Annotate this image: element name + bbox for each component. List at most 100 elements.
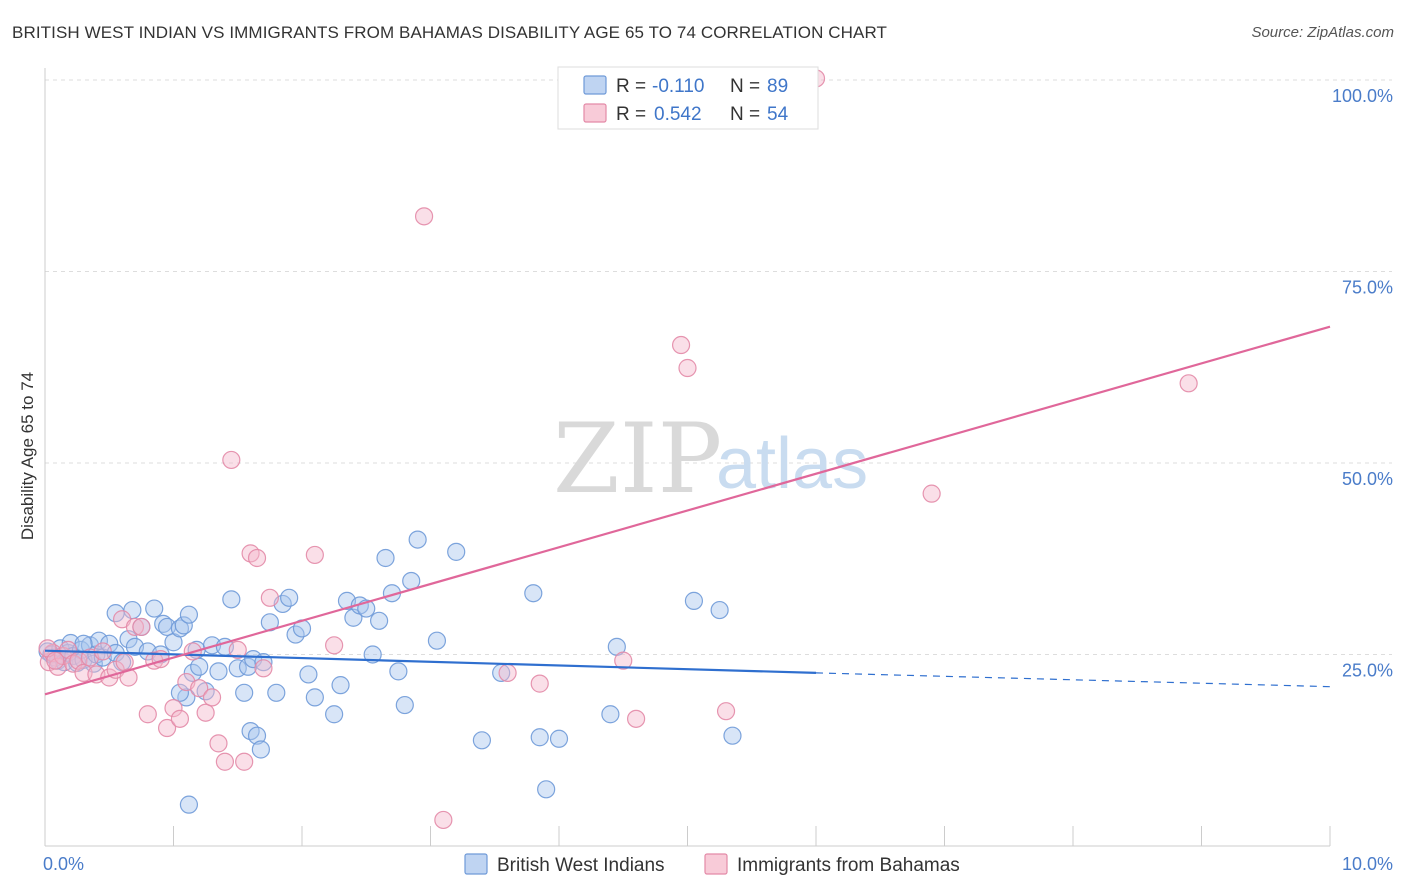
point-blue-59 <box>325 705 344 724</box>
point-blue-73 <box>427 631 447 650</box>
trend-line-blue-extension <box>815 672 1331 688</box>
point-pink-23 <box>164 699 183 718</box>
point-pink-35 <box>241 544 260 563</box>
point-pink-37 <box>254 659 273 678</box>
y-tick-label-1: 25.0% <box>1342 661 1393 681</box>
point-pink-39 <box>305 545 324 565</box>
point-pink-33 <box>228 640 247 660</box>
point-blue-42 <box>222 590 241 609</box>
point-blue-66 <box>370 611 389 630</box>
point-pink-43 <box>498 663 517 682</box>
point-blue-32 <box>174 616 193 635</box>
point-pink-45 <box>614 651 633 670</box>
point-pink-18 <box>132 617 151 637</box>
point-pink-48 <box>678 358 697 378</box>
bottom-legend-label-blue: British West Indians <box>497 855 665 876</box>
point-pink-54 <box>46 651 65 670</box>
point-pink-44 <box>530 674 549 693</box>
watermark: ZIP atlas <box>553 403 868 515</box>
point-pink-51 <box>922 484 941 503</box>
point-blue-88 <box>710 600 729 620</box>
legend: R = -0.110 N = 89 R = 0.542 N = 54 <box>557 66 819 130</box>
point-blue-74 <box>447 542 466 561</box>
point-pink-15 <box>115 653 134 672</box>
point-pink-38 <box>260 588 279 607</box>
point-blue-46 <box>241 721 260 741</box>
watermark-zip: ZIP <box>553 403 722 515</box>
y-axis-title: Disability Age 65 to 74 <box>18 372 37 540</box>
bottom-legend-label-pink: Immigrants from Bahamas <box>737 855 960 876</box>
legend-r-label-pink: R = <box>616 104 646 125</box>
chart-title: BRITISH WEST INDIAN VS IMMIGRANTS FROM B… <box>12 23 888 42</box>
legend-n-label-pink: N = <box>730 104 760 125</box>
point-blue-87 <box>684 591 704 610</box>
y-tick-label-3: 75.0% <box>1342 278 1393 298</box>
point-blue-69 <box>389 662 408 681</box>
point-blue-57 <box>299 665 318 684</box>
legend-n-value-blue: 89 <box>767 76 788 97</box>
series-immigrants-from-bahamas <box>38 69 1198 830</box>
legend-n-value-pink: 54 <box>767 104 789 125</box>
point-blue-72 <box>408 530 427 549</box>
point-pink-40 <box>325 636 344 655</box>
point-pink-22 <box>157 718 177 738</box>
point-pink-34 <box>235 752 254 771</box>
source-credit: Source: ZipAtlas.com <box>1251 24 1394 41</box>
point-blue-80 <box>549 729 569 748</box>
point-blue-44 <box>235 683 254 702</box>
point-blue-77 <box>524 584 543 603</box>
point-pink-49 <box>716 702 736 721</box>
point-pink-28 <box>196 703 215 722</box>
legend-r-value-blue: -0.110 <box>652 76 704 97</box>
point-blue-89 <box>723 726 742 745</box>
point-pink-16 <box>119 668 138 687</box>
legend-n-label-blue: N = <box>730 76 760 97</box>
tick-labels: 25.0% 50.0% 75.0% 100.0% 0.0% 10.0% <box>43 86 1393 874</box>
bottom-legend-swatch-blue <box>464 853 488 875</box>
point-pink-42 <box>434 810 453 830</box>
series-british-west-indians <box>38 530 742 814</box>
trend-line-pink <box>44 325 1331 696</box>
grid-layer <box>45 79 1392 655</box>
point-blue-16 <box>89 631 109 650</box>
point-blue-82 <box>179 795 199 814</box>
point-blue-47 <box>244 649 263 669</box>
point-blue-48 <box>247 726 267 745</box>
point-blue-37 <box>190 657 209 676</box>
point-blue-75 <box>472 731 491 750</box>
point-blue-81 <box>601 705 620 724</box>
point-pink-29 <box>202 688 222 707</box>
point-blue-78 <box>530 728 549 747</box>
legend-swatch-pink <box>583 103 607 123</box>
point-pink-46 <box>626 709 646 728</box>
point-blue-65 <box>363 645 382 664</box>
point-pink-41 <box>414 207 434 226</box>
point-blue-33 <box>177 688 196 707</box>
point-pink-36 <box>247 548 267 568</box>
point-blue-67 <box>376 548 395 568</box>
point-blue-79 <box>537 780 556 799</box>
x-tick-label-max: 10.0% <box>1342 854 1393 874</box>
point-pink-27 <box>190 679 209 698</box>
point-blue-49 <box>251 740 270 759</box>
y-tick-label-4: 100.0% <box>1332 86 1393 106</box>
point-pink-47 <box>671 335 691 355</box>
trend-lines <box>44 325 1331 696</box>
point-blue-26 <box>145 599 164 618</box>
point-blue-40 <box>209 662 228 681</box>
bottom-legend: British West Indians Immigrants from Bah… <box>464 853 960 876</box>
x-tick-label-min: 0.0% <box>43 854 84 874</box>
legend-r-label-blue: R = <box>616 76 646 97</box>
point-blue-70 <box>395 695 414 715</box>
legend-r-value-pink: 0.542 <box>654 104 702 125</box>
point-pink-31 <box>215 752 234 771</box>
axes-layer <box>44 68 1331 847</box>
bottom-legend-swatch-pink <box>704 853 728 875</box>
point-pink-32 <box>222 450 241 470</box>
point-blue-34 <box>179 605 199 624</box>
legend-swatch-blue <box>583 75 607 95</box>
point-pink-17 <box>125 617 145 637</box>
point-blue-52 <box>267 683 286 702</box>
y-tick-label-2: 50.0% <box>1342 469 1393 489</box>
